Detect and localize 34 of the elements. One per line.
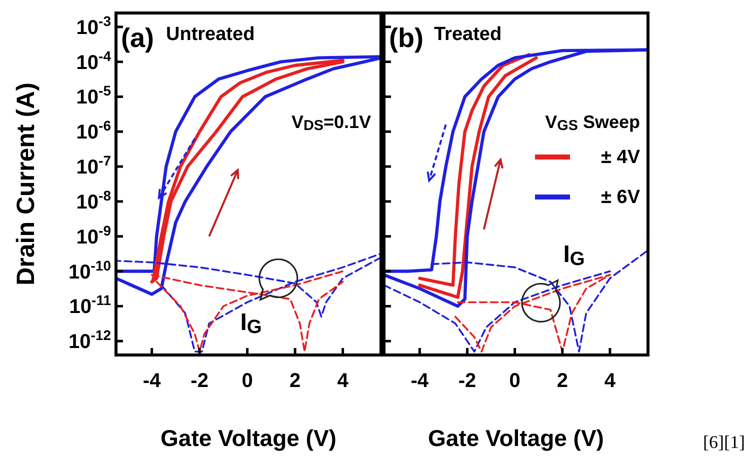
legend-title: V$_{GS}$ Sweep — [545, 112, 640, 134]
x-axis-title: Gate Voltage (V) — [428, 425, 604, 451]
x-tick-label: 0 — [509, 370, 520, 392]
y-tick-label: 10$^{-12}$ — [68, 327, 112, 354]
y-tick-label: 10$^{-6}$ — [76, 118, 112, 144]
text: [6][1] — [703, 432, 745, 452]
annotation: I$_{G}$ — [563, 241, 585, 270]
chart-title: (a) — [121, 23, 154, 53]
annotation: V$_{DS}$=0.1V — [291, 112, 371, 134]
y-tick-label: 10$^{-4}$ — [76, 48, 112, 74]
y-axis-title: Drain Current (A) — [12, 82, 40, 286]
legend-label: ± 6V — [601, 187, 640, 208]
chart-title: (b) — [389, 23, 424, 53]
text: Treated — [434, 24, 502, 45]
annotation: I$_{G}$ — [240, 309, 262, 338]
y-tick-label: 10$^{-5}$ — [76, 82, 112, 109]
x-tick-label: -2 — [190, 370, 208, 392]
y-tick-label: 10$^{-8}$ — [76, 187, 112, 214]
legend-label: ± 4V — [601, 147, 640, 168]
x-tick-label: -4 — [142, 370, 162, 392]
y-tick-label: 10$^{-10}$ — [68, 257, 112, 284]
text: Untreated — [166, 24, 255, 45]
x-tick-label: 4 — [604, 370, 616, 392]
x-tick-label: -4 — [410, 370, 430, 392]
x-tick-label: -2 — [458, 370, 476, 392]
y-tick-label: 10$^{-11}$ — [69, 292, 112, 318]
x-tick-label: 0 — [242, 370, 253, 392]
y-tick-label: 10$^{-9}$ — [76, 222, 112, 248]
x-tick-label: 2 — [556, 370, 568, 392]
y-tick-label: 10$^{-7}$ — [76, 152, 112, 179]
x-tick-label: 2 — [289, 370, 301, 392]
x-axis-title: Gate Voltage (V) — [160, 425, 336, 451]
x-tick-label: 4 — [337, 370, 350, 392]
y-tick-label: 10$^{-3}$ — [76, 12, 112, 39]
